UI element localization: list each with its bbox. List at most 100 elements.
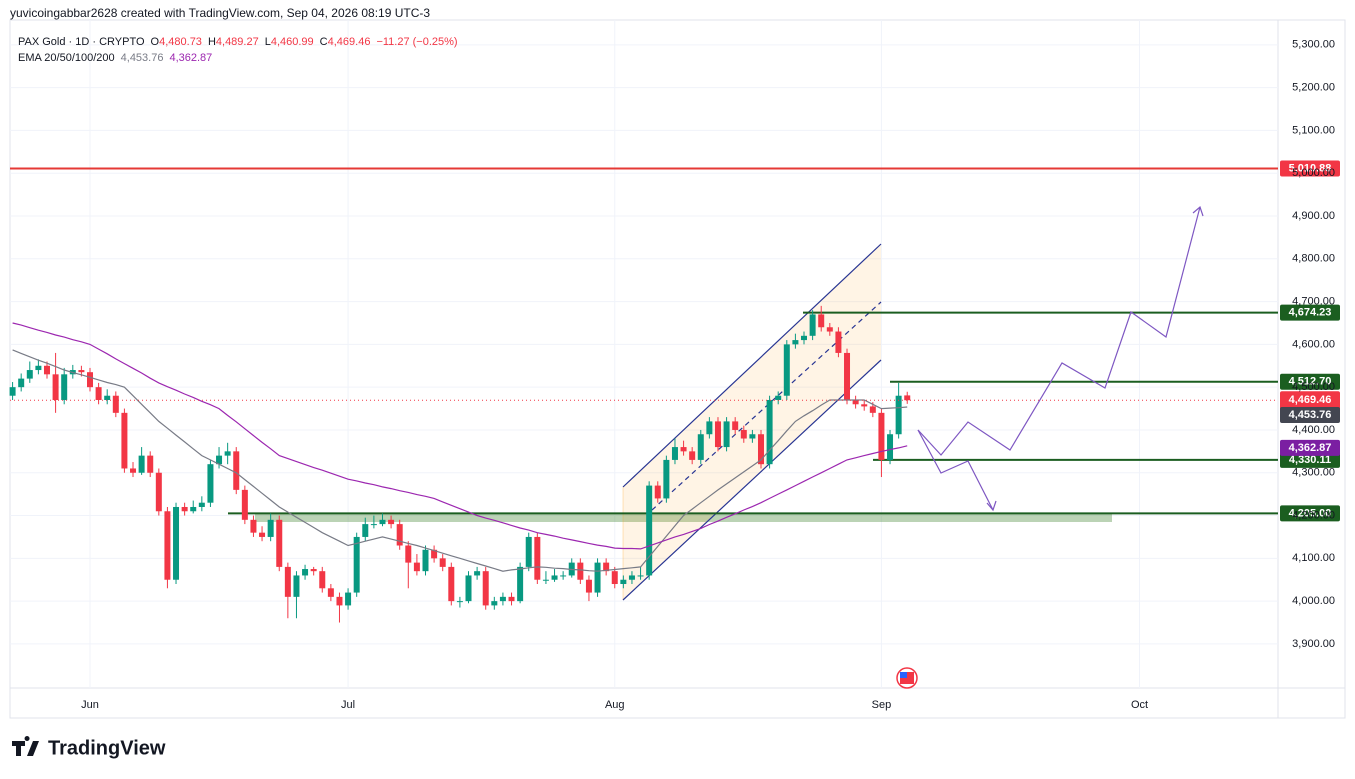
- legend-text: H: [208, 36, 216, 48]
- candle-body: [52, 374, 59, 401]
- candle-body: [388, 519, 395, 525]
- ema-legend: EMA 20/50/100/200 4,453.76 4,362.87: [18, 52, 212, 64]
- brand-logo: [12, 736, 39, 756]
- candle-body: [439, 558, 446, 567]
- candle-body: [216, 455, 223, 465]
- x-tick-label: Aug: [605, 699, 625, 711]
- candle-body: [310, 569, 317, 572]
- candle-body: [542, 579, 549, 581]
- legend-text: L: [265, 36, 271, 48]
- price-tag: [1280, 304, 1340, 321]
- candle-body: [611, 571, 618, 585]
- arrow-head: [986, 500, 997, 512]
- legend-text: 4,460.99: [271, 36, 314, 48]
- support-zone: [255, 513, 1112, 522]
- price-tag: [1280, 406, 1340, 423]
- candle-body: [482, 571, 489, 606]
- price-tag: [1280, 505, 1340, 522]
- y-tick-label: 5,300.00: [1292, 39, 1335, 51]
- candle-body: [775, 395, 782, 401]
- legend-text: C: [320, 36, 328, 48]
- x-tick-label: Sep: [872, 699, 892, 711]
- candle-body: [525, 536, 532, 567]
- candle-body: [250, 519, 257, 533]
- candle-body: [706, 421, 713, 435]
- y-tick-label: 5,100.00: [1292, 124, 1335, 136]
- price-tag-label: 5,010.88: [1289, 162, 1332, 174]
- y-tick-label: 4,600.00: [1292, 338, 1335, 350]
- candle-body: [714, 421, 721, 448]
- candle-body: [671, 447, 678, 460]
- candle-body: [190, 506, 197, 512]
- y-tick-label: 4,400.00: [1292, 424, 1335, 436]
- y-tick-label: 4,100.00: [1292, 552, 1335, 564]
- candle-body: [689, 451, 696, 460]
- candle-body: [198, 502, 205, 507]
- candle-body: [353, 536, 360, 593]
- candle-body: [792, 340, 799, 345]
- candle-body: [869, 406, 876, 413]
- candle-body: [895, 395, 902, 435]
- y-tick-label: 4,500.00: [1292, 381, 1335, 393]
- candle-body: [663, 459, 670, 499]
- candle-body: [241, 489, 248, 520]
- candle-body: [474, 571, 481, 576]
- candle-body: [362, 524, 369, 537]
- candle-body: [551, 575, 558, 580]
- candle-body: [904, 395, 911, 401]
- candle-body: [603, 562, 610, 572]
- candle-body: [61, 374, 68, 401]
- price-tag: [1280, 373, 1340, 390]
- candle-body: [18, 378, 25, 388]
- candle-body: [594, 562, 601, 593]
- price-tag: [1280, 439, 1340, 456]
- candle-body: [456, 601, 463, 603]
- legend-text: 4,453.76: [121, 52, 164, 64]
- legend-text: 4,469.46: [328, 36, 371, 48]
- candle-body: [405, 545, 412, 563]
- y-tick-label: 4,000.00: [1292, 595, 1335, 607]
- price-tag: [1280, 451, 1340, 468]
- x-tick-label: Jun: [81, 699, 99, 711]
- candle-body: [138, 455, 145, 473]
- arrow-head: [1192, 205, 1204, 217]
- y-tick-label: 4,300.00: [1292, 467, 1335, 479]
- candle-body: [852, 400, 859, 405]
- candle-body: [327, 588, 334, 597]
- candle-body: [147, 455, 154, 473]
- candle-body: [379, 519, 386, 525]
- candle-body: [783, 344, 790, 396]
- candle-body: [448, 566, 455, 602]
- candle-body: [173, 506, 180, 580]
- candle-body: [680, 447, 687, 452]
- candle-body: [95, 387, 102, 401]
- candle-body: [499, 596, 506, 602]
- candle-body: [35, 365, 42, 371]
- channel-upper: [622, 243, 882, 488]
- y-tick-label: 5,000.00: [1292, 167, 1335, 179]
- ohlc-legend: PAX Gold · 1D · CRYPTO O4,480.73 H4,489.27…: [18, 36, 458, 48]
- legend-text: 4,480.73: [159, 36, 202, 48]
- candle-body: [654, 485, 661, 499]
- candle-body: [293, 575, 300, 597]
- candle-body: [585, 579, 592, 593]
- candle-body: [370, 524, 377, 526]
- candle-body: [413, 562, 420, 572]
- candle-body: [224, 451, 231, 456]
- price-tags: 5,010.88 4,674.23 4,512.70 4,330.11 4,205.00…: [1280, 160, 1340, 522]
- y-tick-label: 5,200.00: [1292, 82, 1335, 94]
- projection-up: [917, 206, 1201, 456]
- candle-body: [766, 400, 773, 465]
- candle-body: [319, 571, 326, 589]
- candle-body: [723, 421, 730, 448]
- candle-body: [78, 370, 85, 373]
- candle-body: [422, 549, 429, 572]
- candle-body: [491, 601, 498, 606]
- candle-body: [112, 395, 119, 413]
- candle-body: [878, 412, 885, 460]
- candle-body: [104, 395, 111, 401]
- legend-text: −11.27 (−0.25%): [376, 36, 457, 48]
- candle-body: [861, 404, 868, 407]
- y-tick-label: 4,700.00: [1292, 295, 1335, 307]
- candle-body: [637, 575, 644, 577]
